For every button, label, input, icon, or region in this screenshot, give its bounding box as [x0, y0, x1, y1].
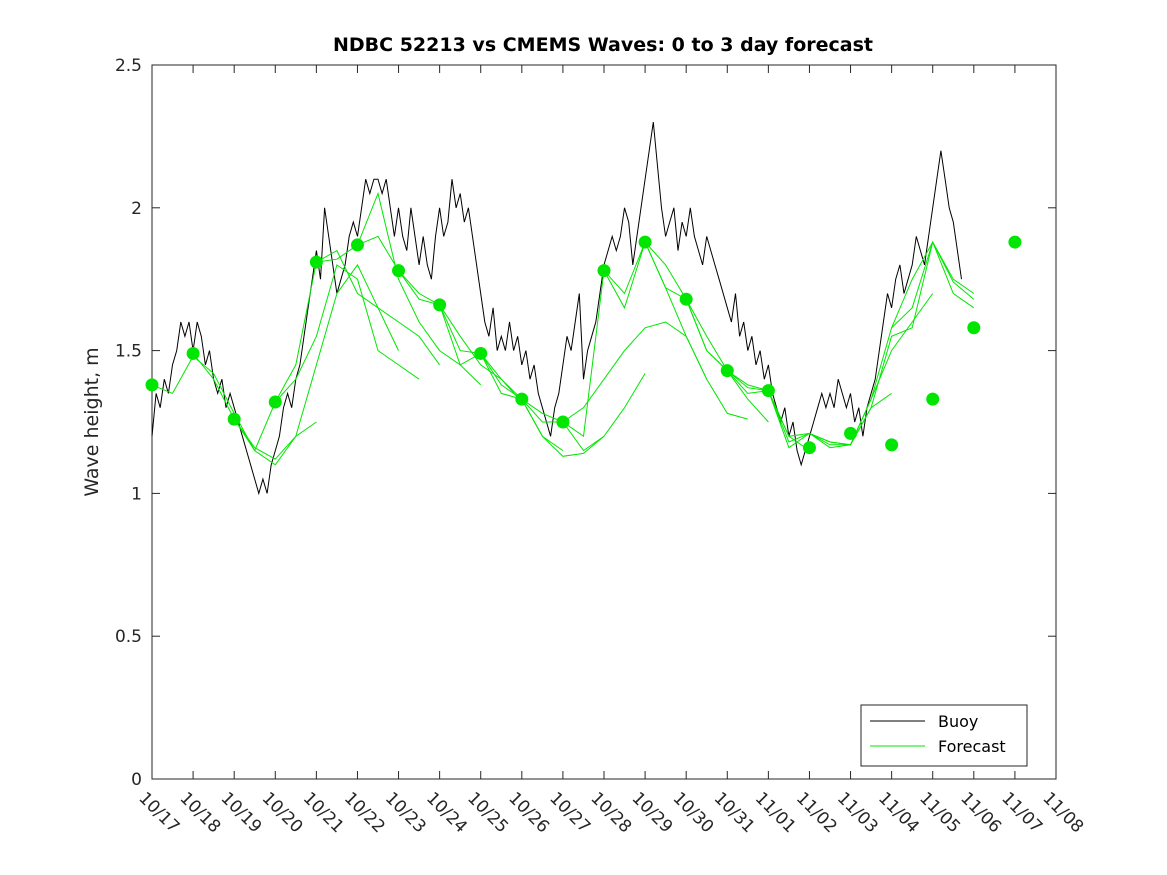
forecast-line — [562, 321, 748, 423]
forecast-marker — [802, 441, 816, 455]
y-tick-label: 1 — [131, 484, 142, 504]
y-tick-label: 2.5 — [115, 56, 142, 76]
forecast-line — [809, 240, 975, 449]
forecast-marker — [844, 426, 858, 440]
forecast-marker — [597, 264, 611, 278]
forecast-marker — [433, 298, 447, 312]
forecast-marker — [474, 346, 488, 360]
y-tick-label: 0 — [131, 770, 142, 790]
forecast-markers — [145, 235, 1022, 455]
y-tick-label: 2 — [131, 199, 142, 219]
forecast-line — [274, 249, 441, 403]
forecast-line — [233, 264, 420, 452]
legend-box — [860, 704, 1028, 767]
forecast-marker — [268, 395, 282, 409]
plot-area — [151, 64, 1057, 780]
forecast-marker — [350, 238, 364, 252]
forecast-marker — [186, 346, 200, 360]
forecast-marker — [679, 292, 693, 306]
forecast-marker — [885, 438, 899, 452]
forecast-marker — [926, 392, 940, 406]
forecast-line — [521, 240, 708, 438]
forecast-marker — [1008, 235, 1022, 249]
forecast-marker — [638, 235, 652, 249]
legend-buoy-label: Buoy — [938, 712, 978, 731]
forecast-marker — [227, 412, 241, 426]
forecast-marker — [145, 378, 159, 392]
buoy-line — [151, 122, 962, 496]
forecast-marker — [309, 255, 323, 269]
forecast-marker — [967, 321, 981, 335]
legend: Buoy Forecast — [860, 704, 1028, 767]
y-axis-label: Wave height, m — [81, 347, 103, 496]
forecast-marker — [515, 392, 529, 406]
y-tick-label: 1.5 — [115, 342, 142, 362]
y-tick-label: 0.5 — [115, 627, 142, 647]
forecast-marker — [392, 264, 406, 278]
forecast-line — [850, 240, 975, 446]
forecast-line — [192, 263, 399, 460]
chart-title: NDBC 52213 vs CMEMS Waves: 0 to 3 day fo… — [333, 34, 873, 56]
legend-forecast-label: Forecast — [938, 737, 1006, 756]
forecast-line — [891, 241, 975, 328]
buoy-series — [151, 122, 962, 496]
forecast-marker — [720, 364, 734, 378]
forecast-marker — [761, 384, 775, 398]
forecast-marker — [556, 415, 570, 429]
forecast-line — [316, 191, 482, 386]
